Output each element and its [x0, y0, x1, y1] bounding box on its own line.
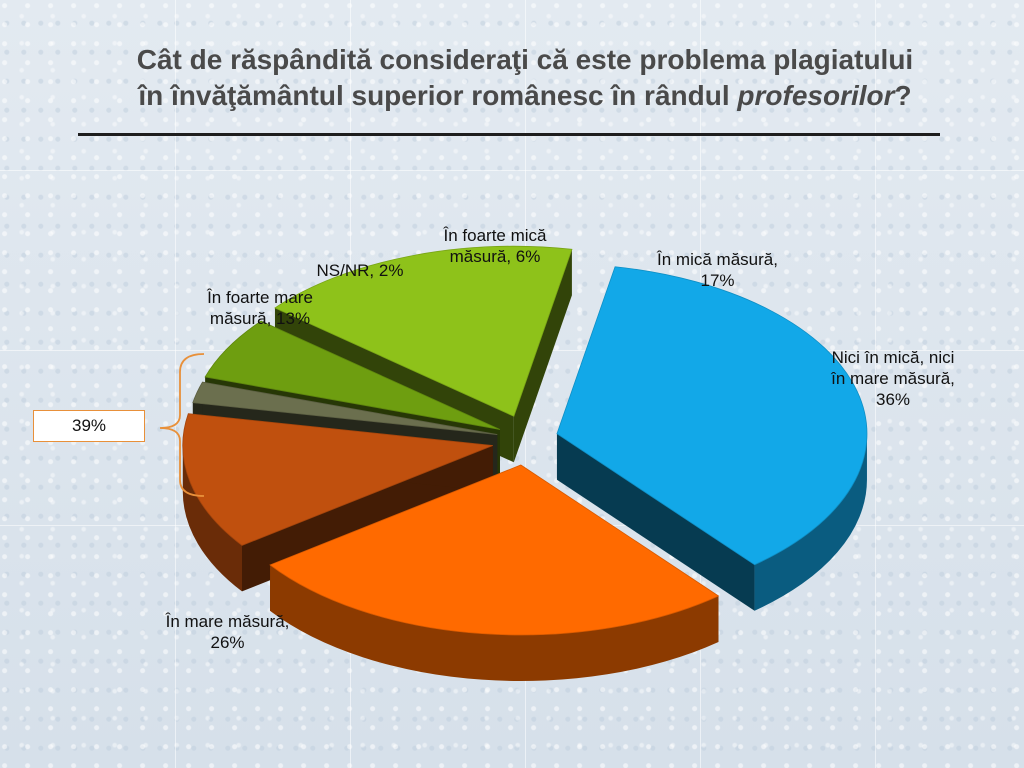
- slice-rim: [270, 564, 719, 682]
- slice-wall: [556, 433, 755, 611]
- slice-label-in-mica: În mică măsură, 17%: [657, 250, 778, 290]
- slice-label-in-foarte-mica: În foarte mică măsură, 6%: [443, 226, 547, 266]
- slice-top: [556, 266, 868, 566]
- bg-grid-line: [875, 0, 876, 768]
- title-line-2-prefix: în învăţământul superior românesc în rân…: [138, 80, 738, 111]
- slice-wall: [513, 249, 572, 463]
- title-line-1: Cât de răspândită consideraţi că este pr…: [136, 44, 914, 75]
- chart-title: Cât de răspândită consideraţi că este pr…: [60, 42, 990, 114]
- slice-label-in-mare: În mare măsură, 26%: [165, 612, 290, 652]
- slice-label-ns-nr: NS/NR, 2%: [316, 261, 404, 280]
- slice-top: [204, 320, 501, 430]
- group-total-value: 39%: [71, 416, 107, 435]
- slice-label-nici: Nici în mică, nici în mare măsură, 36%: [831, 348, 955, 409]
- title-line-2: în învăţământul superior românesc în rân…: [60, 78, 990, 114]
- title-line-2-suffix: ?: [894, 80, 912, 111]
- title-emphasis: profesorilor: [737, 80, 895, 111]
- group-total-box: 39%: [33, 410, 145, 442]
- slice-top: [269, 464, 720, 636]
- title-underline: [78, 133, 940, 136]
- slice-top: [274, 245, 573, 417]
- slice-label-in-foarte-mare: În foarte mare măsură, 13%: [207, 288, 313, 328]
- pie-slice-nici: [556, 266, 868, 611]
- slice-rim: [754, 433, 867, 611]
- bg-grid-line: [0, 170, 1024, 171]
- pie-slice-in-mare: [269, 464, 720, 682]
